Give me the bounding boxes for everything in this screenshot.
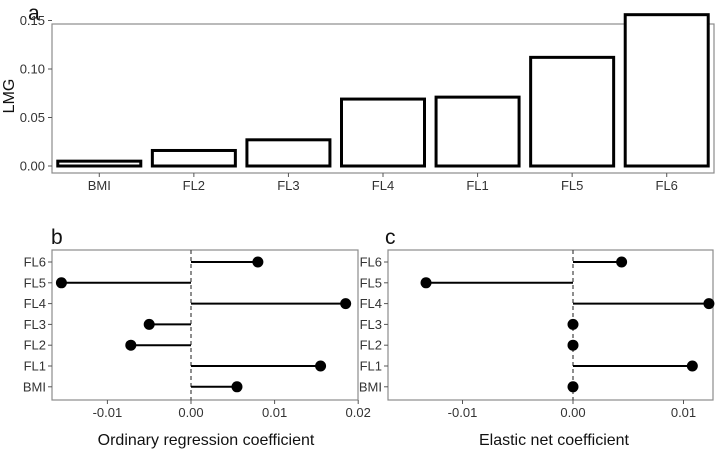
x-tick-label: 0.00: [178, 405, 203, 420]
point-fl4: [703, 298, 715, 310]
x-tick-label: 0.02: [346, 405, 371, 420]
point-fl3: [567, 318, 579, 330]
y-tick-label: FL5: [24, 275, 46, 290]
y-tick-label: FL4: [24, 296, 46, 311]
x-tick-label: 0.01: [671, 405, 696, 420]
point-fl1: [315, 360, 327, 372]
panel-b-ticks: FL6 FL5 FL4 FL3 FL2 FL1 BMI -0.01 0.00 0.01 0.02: [23, 255, 371, 421]
panel-a-yticks: 0.00 0.05 0.10 0.15: [20, 13, 52, 174]
bar-fl3: [245, 138, 332, 168]
y-tick-label: BMI: [359, 379, 382, 394]
panel-c-ticks: FL6 FL5 FL4 FL3 FL2 FL1 BMI -0.01 0.00 0.01: [359, 255, 696, 421]
y-tick-label: FL4: [360, 296, 382, 311]
panel-a-xticks: BMI FL2 FL3 FL4 FL1 FL5 FL6: [88, 173, 678, 193]
point-fl5: [420, 277, 432, 289]
y-tick-label: FL3: [24, 317, 46, 332]
panel-a: a LMG 0.00 0.05 0.10 0.15 BMI FL2 FL3 FL4 FL1 FL…: [1, 2, 715, 193]
point-fl2: [567, 339, 579, 351]
bar-fl6: [623, 13, 710, 168]
point-bmi: [231, 381, 243, 393]
y-tick-label: FL3: [360, 317, 382, 332]
y-tick-label: BMI: [23, 379, 46, 394]
point-fl3: [143, 318, 155, 330]
y-tick-label: FL2: [24, 338, 46, 353]
x-tick-label: FL2: [183, 178, 205, 193]
y-tick-label: 0.05: [20, 110, 45, 125]
bar-fl5: [529, 55, 616, 168]
y-tick-label: FL6: [24, 255, 46, 270]
panel-a-bars: [56, 13, 710, 168]
x-tick-label: FL1: [466, 178, 488, 193]
y-tick-label: FL6: [360, 255, 382, 270]
point-fl6: [616, 256, 628, 268]
panel-b-stems: [55, 256, 352, 393]
x-tick-label: FL5: [561, 178, 583, 193]
y-tick-label: FL1: [24, 359, 46, 374]
point-fl4: [340, 298, 352, 310]
panel-c: c Elastic net coefficient FL6FL5FL4FL3FL…: [359, 226, 715, 449]
y-tick-label: FL5: [360, 275, 382, 290]
x-tick-label: BMI: [88, 178, 111, 193]
point-fl1: [686, 360, 698, 372]
point-fl2: [125, 339, 137, 351]
bar-fl2: [150, 148, 237, 168]
panel-c-xlabel: Elastic net coefficient: [479, 432, 630, 449]
x-tick-label: FL6: [656, 178, 678, 193]
panel-c-stems: [420, 256, 715, 393]
x-tick-label: -0.01: [448, 405, 478, 420]
y-tick-label: 0.10: [20, 62, 45, 77]
panel-a-letter: a: [28, 2, 40, 25]
bar-fl1: [434, 95, 521, 168]
bar-fl4: [340, 97, 426, 168]
panel-b-letter: b: [51, 226, 63, 249]
x-tick-label: 0.01: [262, 405, 287, 420]
panel-b-frame: [51, 249, 359, 401]
panel-c-frame: [387, 249, 714, 401]
point-fl6: [252, 256, 264, 268]
point-bmi: [567, 381, 579, 393]
y-tick-label: FL1: [360, 359, 382, 374]
panel-c-letter: c: [385, 226, 396, 249]
y-tick-label: FL2: [360, 338, 382, 353]
panel-b-xlabel: Ordinary regression coefficient: [98, 432, 315, 449]
x-tick-label: -0.01: [93, 405, 123, 420]
y-tick-label: 0.00: [20, 159, 45, 174]
panel-a-ylabel: LMG: [1, 79, 18, 114]
panel-b: b Ordinary regression coefficient FL6 FL5…: [23, 226, 371, 449]
y-tick-label: 0.15: [20, 13, 45, 28]
x-tick-label: FL3: [277, 178, 299, 193]
x-tick-label: 0.00: [560, 405, 585, 420]
point-fl5: [55, 277, 67, 289]
bar-bmi: [56, 159, 143, 168]
x-tick-label: FL4: [372, 178, 394, 193]
